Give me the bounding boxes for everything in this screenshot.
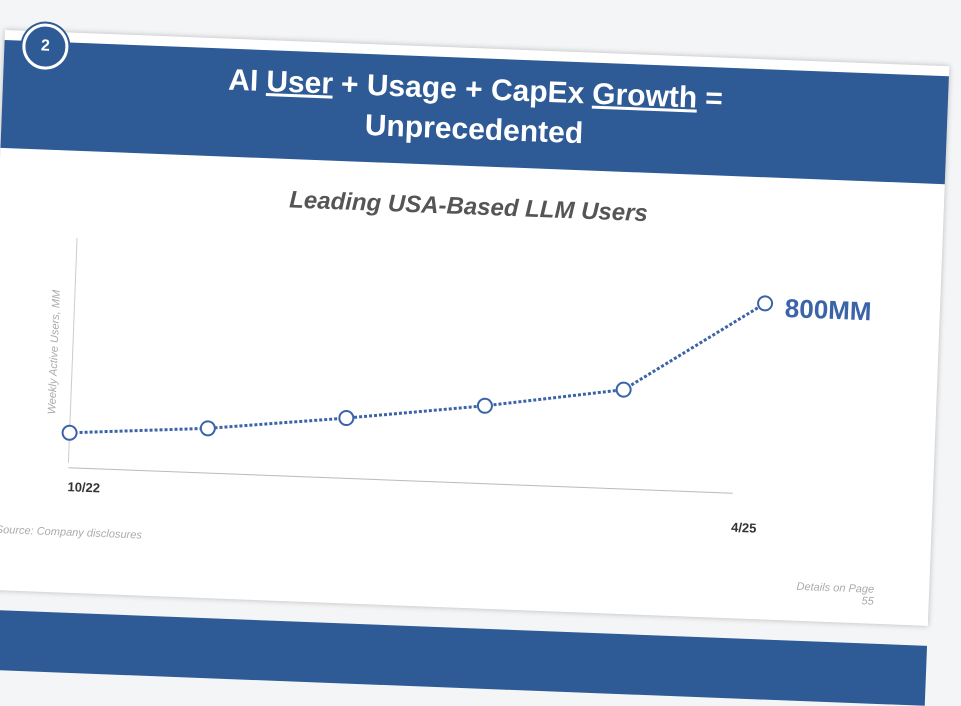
x-axis — [68, 467, 733, 494]
source: Source: Company disclosures — [0, 524, 143, 542]
chart-title: Leading USA-Based LLM Users — [289, 186, 649, 227]
x-tick-label: 4/25 — [731, 520, 757, 536]
y-axis-label: Weekly Active Users, MM — [46, 289, 63, 415]
footer-bar — [0, 609, 928, 706]
point — [615, 381, 632, 398]
point — [199, 420, 216, 437]
details-box: Details on Page 55 — [796, 580, 875, 608]
chart: Leading USA-Based LLM Users Weekly Activ… — [0, 186, 875, 608]
point — [757, 295, 774, 312]
point — [61, 424, 78, 441]
line — [69, 302, 766, 435]
value-label: 800MM — [784, 293, 872, 326]
point — [476, 397, 493, 414]
details: Details on Page 55 — [796, 580, 875, 608]
slide: AI User + Usage + CapEx Growth = Unprecedent… — [0, 22, 950, 706]
x-tick-label: 10/22 — [67, 479, 100, 495]
page: AI User + Usage + CapEx Growth = Unprecedent… — [0, 22, 950, 706]
point — [338, 410, 355, 427]
